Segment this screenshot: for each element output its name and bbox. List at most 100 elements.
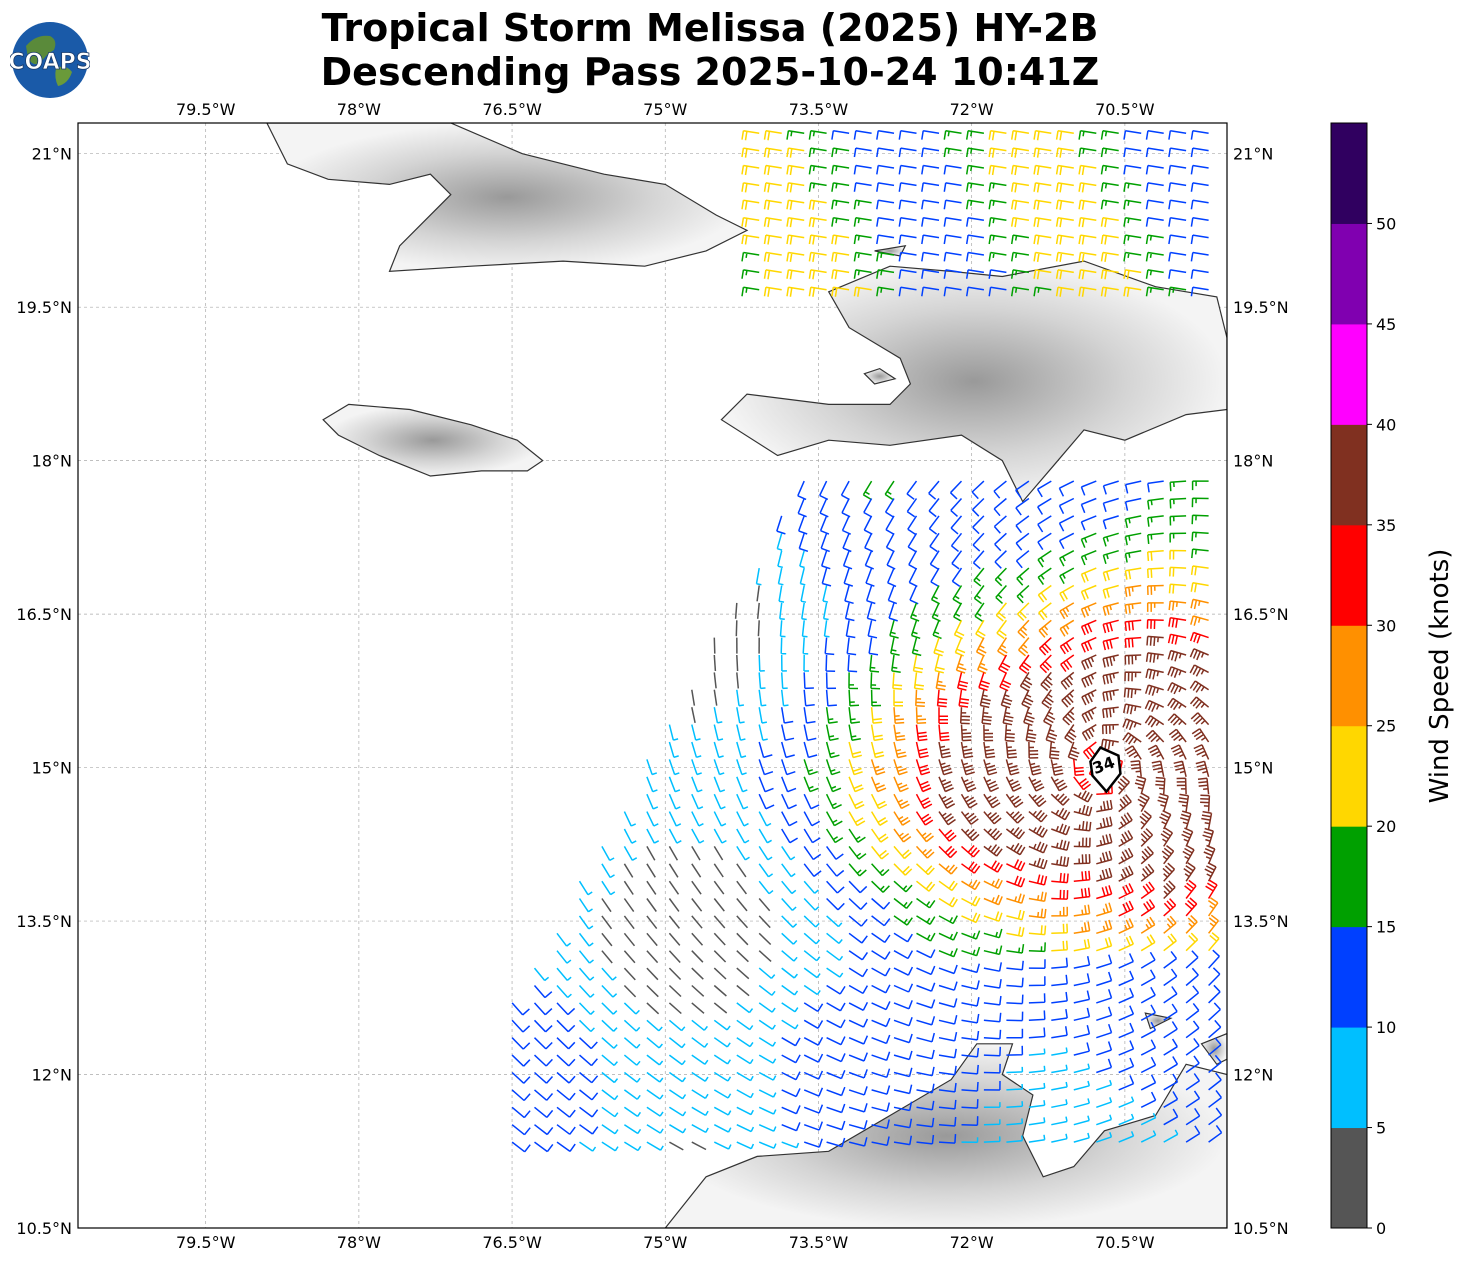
lat-tick-left-3: 16.5°N	[16, 605, 72, 624]
wind-barb-895	[1208, 932, 1220, 952]
wind-barb-1118	[511, 1089, 531, 1102]
wind-barb-67	[831, 182, 850, 192]
wind-barb-10	[965, 129, 985, 140]
wind-barb-814	[736, 915, 749, 929]
wind-barb-412	[1102, 636, 1119, 651]
wind-barb-1049	[1118, 1022, 1135, 1039]
colorbar: 0 5 10 15 20 25 30 35 40 45 50	[1330, 122, 1396, 1238]
wind-barb-1131	[803, 1087, 824, 1097]
wind-barb-1206	[1051, 1116, 1068, 1126]
wind-barb-13	[1033, 129, 1052, 141]
wind-barb-531	[1101, 723, 1119, 735]
wind-barb-920	[1073, 956, 1091, 969]
wind-barb-35	[1055, 147, 1074, 158]
wind-barb-41	[1190, 147, 1209, 158]
wind-barb-1010	[961, 1013, 980, 1024]
wind-barb-548	[938, 741, 952, 759]
wind-barb-442	[758, 672, 766, 690]
wind-barb-662	[1137, 792, 1150, 812]
wind-barb-861	[1118, 918, 1134, 934]
wind-barb-1153	[579, 1106, 599, 1118]
wind-barb-923	[1140, 951, 1156, 969]
wind-barb-467	[780, 689, 789, 707]
wind-barb-949	[1028, 976, 1046, 987]
wind-barb-232	[863, 498, 873, 518]
wind-barb-468	[803, 689, 815, 707]
wind-barb-1223	[713, 1141, 732, 1150]
wind-barb-790	[848, 897, 868, 910]
wind-barb-327	[1169, 566, 1187, 577]
wind-barb-1227	[803, 1138, 823, 1148]
wind-barb-702	[803, 845, 822, 861]
wind-barb-347	[1146, 584, 1164, 596]
wind-barb-172	[831, 269, 850, 280]
wind-barb-839	[623, 932, 636, 947]
wind-barb-1124	[646, 1089, 664, 1100]
wind-barb-1229	[848, 1137, 868, 1147]
wind-barb-103	[1168, 199, 1187, 210]
wind-barb-289	[799, 550, 805, 569]
wind-barb-129	[808, 234, 827, 245]
wind-barb-358	[910, 602, 920, 622]
wind-barb-939	[803, 984, 821, 996]
wind-barb-612	[1195, 760, 1210, 777]
wind-barb-914	[938, 964, 958, 975]
wind-barb-503	[1043, 706, 1056, 727]
wind-barb-712	[1028, 841, 1048, 854]
wind-barb-472	[893, 689, 903, 707]
wind-barb-535	[1190, 712, 1210, 726]
wind-barb-83	[1190, 182, 1209, 192]
coastlines	[266, 123, 1227, 1228]
wind-barb-462	[1189, 664, 1209, 677]
wind-barb-796	[983, 894, 1003, 906]
wind-barb-991	[533, 1019, 553, 1033]
wind-barb-250	[819, 515, 830, 535]
wind-barb-483	[1123, 687, 1142, 699]
wind-barb-1242	[1140, 1130, 1157, 1143]
wind-barb-24	[808, 147, 827, 158]
wind-barb-751	[623, 880, 634, 895]
wind-barb-339	[973, 585, 985, 605]
wind-barb-975	[893, 1000, 913, 1010]
wind-barb-375	[801, 620, 808, 638]
wind-barb-973	[848, 1001, 869, 1011]
wind-barb-153	[876, 251, 895, 262]
wind-barb-1087	[534, 1071, 554, 1084]
wind-barb-1122	[601, 1089, 619, 1101]
wind-barb-209	[1190, 286, 1209, 297]
wind-barb-234	[906, 498, 918, 518]
wind-barb-690	[1159, 810, 1172, 830]
wind-barb-667	[646, 828, 660, 844]
colorbar-tick-2: 10	[1376, 1018, 1396, 1037]
wind-barb-219	[993, 480, 1007, 499]
wind-barb-56	[1055, 164, 1074, 176]
wind-barb-506	[1102, 706, 1119, 719]
wind-barb-1207	[1073, 1115, 1090, 1126]
wind-barb-1052	[1185, 1020, 1200, 1039]
colorbar-tick-0: 0	[1376, 1219, 1386, 1238]
wind-barb-678	[893, 828, 912, 843]
wind-barb-620	[803, 793, 820, 810]
wind-barb-940	[826, 984, 846, 995]
wind-barb-955	[1163, 968, 1178, 987]
wind-barb-1128	[736, 1089, 754, 1099]
wind-barb-1069	[848, 1052, 868, 1062]
wind-barb-328	[1190, 565, 1209, 576]
wind-barb-381	[932, 620, 942, 640]
colorbar-tick-3: 15	[1376, 918, 1396, 937]
wind-barb-845	[758, 932, 772, 946]
wind-barb-545	[870, 741, 885, 759]
wind-barb-1174	[1051, 1099, 1068, 1109]
wind-barb-99	[1078, 199, 1097, 210]
wind-barb-410	[1059, 636, 1075, 655]
wind-barb-38	[1123, 147, 1142, 158]
wind-barb-664	[1178, 793, 1190, 812]
wind-barb-538	[713, 741, 724, 759]
wind-barb-901	[646, 967, 659, 981]
wind-barb-844	[736, 932, 749, 946]
wind-barb-1110	[1051, 1064, 1068, 1074]
wind-barb-1235	[983, 1136, 1001, 1143]
wind-barb-228	[1191, 480, 1209, 491]
wind-barb-387	[1059, 619, 1075, 637]
wind-barb-1030	[691, 1037, 709, 1048]
